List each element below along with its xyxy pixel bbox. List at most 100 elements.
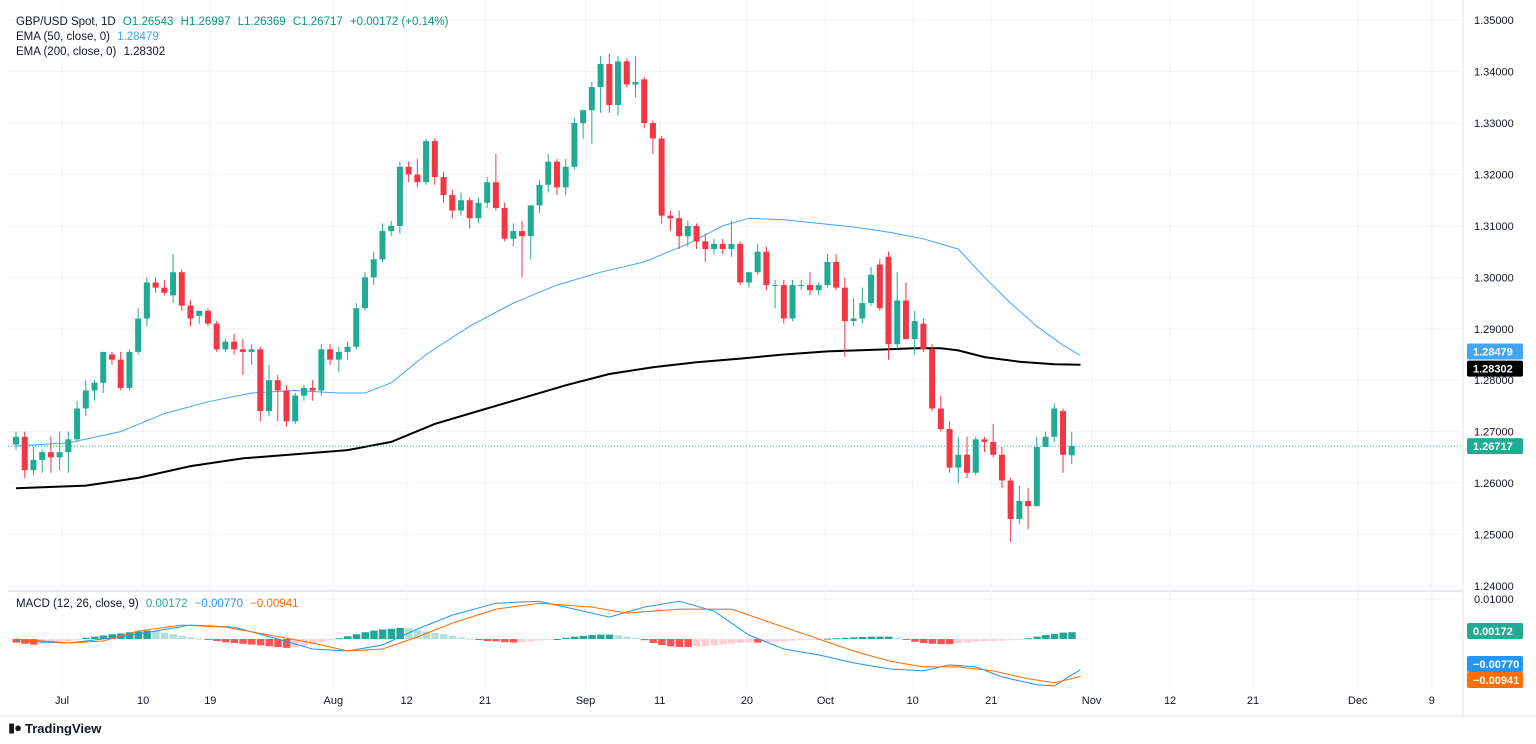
ema50-label: EMA (50, close, 0) [16,31,110,43]
candle-body [65,439,72,453]
macd-pane [12,600,1081,687]
macd-histogram-bar [474,639,483,641]
candle-body [362,277,368,309]
macd-histogram-bar [850,637,858,640]
macd-histogram-bar [727,639,736,644]
candle-body [833,261,840,288]
candle-body [466,200,473,219]
candle-body [902,300,909,340]
macd-histogram-bar [413,629,422,640]
macd-histogram-bar [893,637,902,640]
tradingview-icon: ▮● [8,720,22,735]
symbol-title[interactable]: GBP/USD Spot, 1D [16,16,116,28]
candle-body [553,161,560,188]
macd-histogram-bar [841,637,849,640]
macd-histogram-bar [448,635,457,640]
ema50-line [15,217,1081,447]
macd-histogram-bar [431,633,439,640]
y-tick-label: 1.29000 [1474,324,1514,336]
candle-body [318,349,325,391]
candles [13,53,1075,543]
macd-histogram-bar [326,639,335,641]
macd-hist-value: 0.00172 [145,598,188,610]
macd-histogram-bar [509,639,518,643]
macd-histogram-bar [980,639,989,642]
candle-body [527,205,534,237]
candle-body [327,349,334,360]
candle-body [440,177,447,196]
ema200-legend[interactable]: EMA (200, close, 0) 1.28302 [16,45,169,59]
candle-body [789,285,796,319]
macd-histogram-bar [911,639,919,642]
y-tick-label: 1.31000 [1474,221,1514,233]
macd-histogram-bar [344,636,352,640]
macd-histogram-bar [195,638,204,640]
candle-body [353,308,360,347]
price-badges: 1.28479 1.28302 1.26717 0.00172 −0.00770 −0.0… [1467,343,1523,688]
macd-histogram-bar [169,634,178,640]
macd-legend[interactable]: MACD (12, 26, close, 9) 0.00172 −0.00770… [16,597,303,611]
macd-histogram-bar [1015,639,1024,641]
macd-histogram-bar [867,636,876,640]
macd-histogram-bar [701,639,710,647]
macd-histogram-bar [754,639,762,643]
macd-histogram-bar [1059,632,1067,640]
macd-histogram-bar [536,639,544,641]
candle-body [213,323,220,350]
y-tick-label: 1.28000 [1474,375,1514,387]
candle-body [929,349,936,409]
macd-histogram-bar [675,639,684,647]
macd-histogram-bar [946,639,954,645]
macd-signal-badge: −0.00941 [1473,675,1519,687]
macd-histogram-bar [108,634,116,640]
candle-body [798,285,805,287]
x-tick-label: 12 [1164,695,1176,707]
y-tick-label: 1.25000 [1474,529,1514,541]
macd-histogram-bar [623,636,631,640]
last-price-badge: 1.26717 [1473,441,1513,453]
macd-signal-value: −0.00941 [250,598,299,610]
macd-histogram-bar [387,628,396,640]
macd-histogram-bar [221,639,230,643]
candle-body [457,200,464,211]
macd-histogram-bar [762,639,771,643]
ema200-label: EMA (200, close, 0) [16,46,117,58]
ema50-legend[interactable]: EMA (50, close, 0) 1.28479 [16,30,163,44]
macd-histogram-bar [143,630,151,640]
ema50-value: 1.28479 [117,31,159,43]
macd-histogram-bar [789,639,797,641]
candle-body [1051,408,1058,437]
x-tick-label: 21 [985,695,997,707]
macd-histogram-bar [134,631,143,640]
candle-body [56,452,63,458]
candle-body [641,79,648,124]
tradingview-logo[interactable]: ▮● TradingView [8,720,101,736]
macd-histogram-bar [370,630,378,640]
ema50-badge: 1.28479 [1473,347,1513,359]
candle-body [274,380,281,391]
candle-body [222,341,229,350]
macd-histogram-bar [73,639,82,641]
candle-body [82,390,89,409]
ohlc-legend: GBP/USD Spot, 1D O1.26543 H1.26997 L1.26… [16,15,452,29]
macd-histogram-bar [1050,633,1059,640]
macd-histogram-bar [396,627,404,640]
macd-histogram-bar [187,637,195,640]
y-tick-label: 1.26000 [1474,478,1514,490]
macd-histogram-bar [719,639,727,645]
candle-body [405,166,412,175]
candle-body [126,351,133,388]
macd-histogram-bar [501,639,509,643]
y-tick-label: 1.34000 [1474,67,1514,79]
candle-body [266,380,273,412]
candle-body [562,166,569,188]
macd-histogram-bar [631,637,640,640]
candle-body [658,138,665,216]
x-tick-label: 21 [1247,695,1259,707]
candle-body [536,184,543,206]
candle-body [283,390,290,422]
macd-histogram-bar [544,639,553,641]
candle-body [292,395,299,422]
